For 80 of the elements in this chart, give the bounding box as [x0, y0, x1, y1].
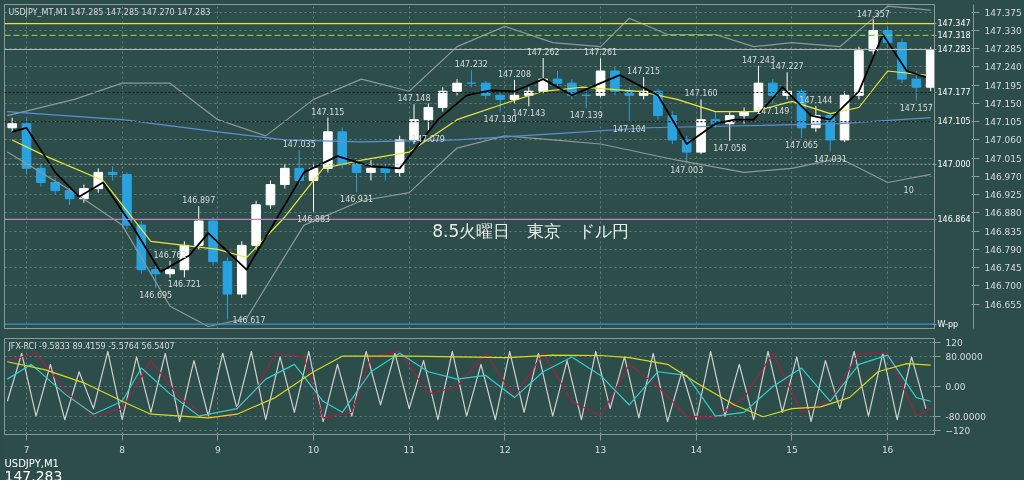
y-tick-label: 146.655 [984, 299, 1022, 310]
annotation: 146.695 [139, 290, 173, 300]
annotation: 146.721 [167, 280, 201, 290]
ref-line-label: 147.177 [937, 87, 971, 97]
annotation: 147.115 [311, 107, 345, 117]
candlestick [351, 159, 362, 193]
x-tick-label: 11 [403, 444, 415, 455]
x-tick-label: 9 [215, 444, 221, 455]
ref-line-label: 146.864 [937, 214, 971, 224]
chart-title: USDJPY_MT,M1 147.285 147.285 147.270 147.283 [8, 7, 211, 17]
candlestick [64, 186, 75, 206]
y-tick-label: 146.790 [984, 244, 1022, 255]
annotation: 146.931 [340, 195, 374, 205]
y-tick-label: 147.060 [984, 135, 1022, 146]
y-tick-label: 120 [945, 337, 963, 348]
annotation: 8.5火曜日 東京 ドル円 [432, 221, 630, 242]
y-tick-label: 146.925 [984, 190, 1022, 201]
candlestick [437, 86, 448, 113]
y-tick-label: 147.195 [984, 80, 1022, 91]
annotation: 146.617 [232, 316, 266, 326]
annotation: 147.104 [612, 125, 646, 135]
y-tick-label: 147.240 [984, 62, 1022, 73]
y-tick-label: -80.0000 [945, 411, 987, 422]
annotation: 147.160 [684, 89, 718, 99]
x-tick-label: 14 [690, 444, 703, 455]
text: USDJPY,M1 [4, 457, 59, 469]
annotation: 147.215 [627, 67, 661, 77]
annotation: 147.148 [397, 94, 431, 104]
annotation: 147.227 [770, 62, 804, 72]
annotation: 147.058 [713, 143, 747, 153]
annotation: 147.139 [569, 110, 603, 120]
y-tick-label: 0.00 [945, 382, 966, 392]
y-tick-label: 80.0000 [945, 352, 983, 363]
y-tick-label: 147.285 [984, 44, 1022, 55]
x-tick-label: 15 [786, 444, 798, 455]
annotation: 10 [903, 185, 914, 195]
candlestick [165, 260, 175, 279]
x-tick-label: 7 [23, 444, 30, 455]
candlestick [624, 86, 635, 123]
y-tick-label: −120 [945, 426, 971, 437]
annotation: 147.157 [899, 103, 933, 113]
x-tick-label: 10 [307, 444, 320, 455]
y-tick-label: 147.330 [984, 25, 1022, 36]
annotation: 147.262 [526, 48, 560, 58]
annotation: 147.357 [856, 9, 890, 19]
annotation: 146.897 [182, 196, 216, 206]
annotation: 147.031 [813, 154, 847, 164]
y-tick-label: 147.105 [984, 117, 1022, 128]
annotation: 147.065 [784, 140, 819, 150]
candlestick [280, 163, 290, 190]
chart-title: JFX-RCI -9.5833 89.4159 -5.5764 56.5407 [7, 341, 175, 351]
candlestick [423, 102, 434, 133]
y-tick-label: 146.970 [984, 171, 1022, 182]
ref-line-label: 147.347 [937, 19, 971, 29]
x-tick-label: 8 [119, 444, 126, 455]
annotation: 147.232 [454, 60, 488, 70]
x-tick-label: 12 [499, 444, 511, 455]
annotation: 147.003 [670, 166, 704, 176]
candlestick [768, 78, 778, 105]
y-tick-label: 146.745 [984, 263, 1022, 274]
ref-line-label: 147.318 [937, 30, 971, 40]
x-tick-label: 16 [881, 444, 894, 455]
annotation: 147.208 [497, 69, 532, 79]
y-tick-label: 147.375 [984, 7, 1022, 18]
ref-line-label: W-pp [937, 319, 959, 329]
ref-line-label: 147.000 [937, 159, 971, 169]
ref-line-label: 147.283 [937, 45, 971, 55]
annotation: 147.261 [584, 48, 618, 58]
y-tick-label: 146.700 [984, 281, 1022, 292]
y-tick-label: 146.880 [984, 208, 1022, 219]
candlestick [495, 90, 505, 113]
y-tick-label: 147.150 [984, 98, 1022, 109]
y-tick-label: 147.015 [984, 153, 1022, 164]
x-tick-label: 13 [594, 444, 607, 455]
annotation: 147.149 [756, 106, 790, 116]
candlestick [366, 159, 376, 181]
candlestick [911, 70, 922, 102]
candlestick [265, 179, 276, 210]
annotation: 147.035 [282, 140, 316, 150]
y-tick-label: 146.835 [984, 226, 1022, 237]
